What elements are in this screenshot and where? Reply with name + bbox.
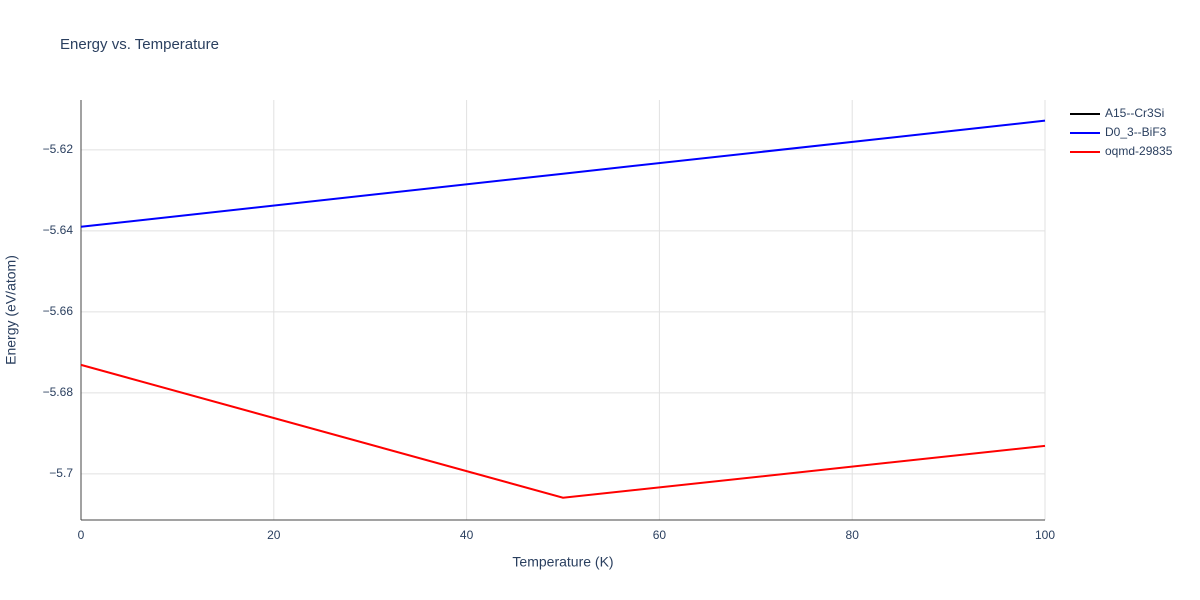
y-tick-label: −5.68 xyxy=(43,385,74,399)
x-tick-label: 40 xyxy=(460,528,474,542)
x-tick-label: 20 xyxy=(267,528,281,542)
legend-label: D0_3--BiF3 xyxy=(1105,125,1167,139)
y-tick-label: −5.64 xyxy=(43,223,74,237)
x-tick-label: 80 xyxy=(846,528,860,542)
line xyxy=(80,119,1046,228)
y-axis-title: Energy (eV/atom) xyxy=(3,255,19,365)
x-axis-title: Temperature (K) xyxy=(512,554,613,570)
y-tick-label: −5.62 xyxy=(43,142,74,156)
y-tick-label: −5.7 xyxy=(49,466,73,480)
line xyxy=(80,363,1046,499)
legend-label: A15--Cr3Si xyxy=(1105,106,1164,120)
chart-title: Energy vs. Temperature xyxy=(60,36,219,53)
x-tick-label: 100 xyxy=(1035,528,1055,542)
x-tick-label: 60 xyxy=(653,528,667,542)
legend-label: oqmd-29835 xyxy=(1105,144,1173,158)
x-tick-label: 0 xyxy=(78,528,85,542)
y-tick-label: −5.66 xyxy=(43,304,74,318)
